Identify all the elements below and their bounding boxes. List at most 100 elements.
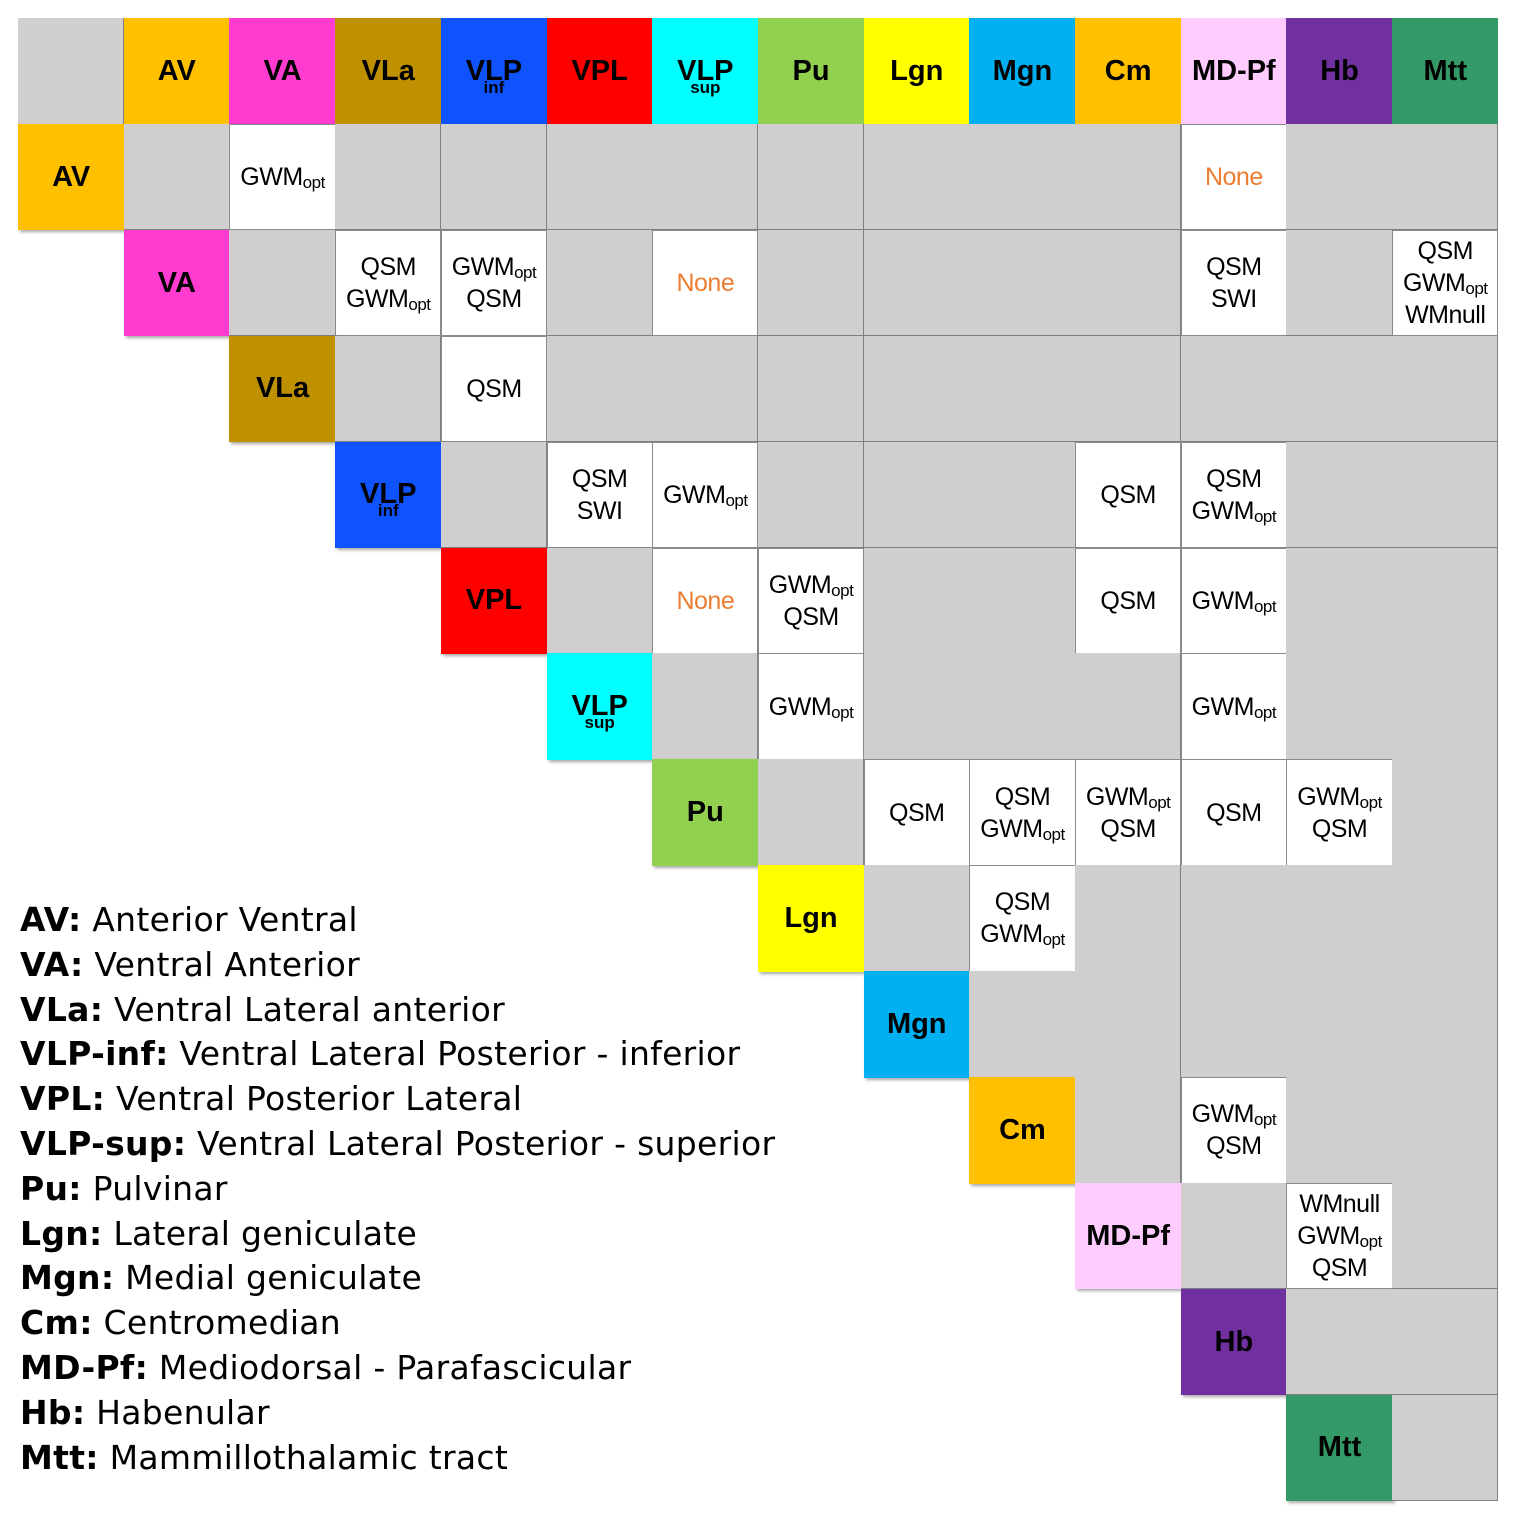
legend-abbreviation: Mgn:	[20, 1258, 115, 1298]
contrast-name: GWM	[451, 253, 515, 282]
contrast-cell-vlpinf-vpl: QSM SWI	[546, 441, 653, 549]
empty-cell	[863, 865, 970, 972]
empty-cell	[652, 123, 759, 231]
column-header-va: VA	[229, 18, 336, 125]
empty-cell	[863, 123, 970, 231]
contrast-line: WMnull	[1405, 299, 1486, 331]
contrast-name: QSM	[1100, 480, 1156, 509]
empty-cell	[652, 653, 759, 760]
empty-cell	[1075, 335, 1182, 443]
row-header-av: AV	[18, 123, 125, 231]
contrast-line: SWI	[1211, 283, 1257, 315]
legend-row: Lgn: Lateral geniculate	[20, 1212, 820, 1257]
contrast-cell-md-pf-hb: WMnull GWMopt QSM	[1286, 1182, 1393, 1290]
contrast-name: QSM	[1206, 253, 1262, 282]
contrast-name: SWI	[1210, 285, 1257, 314]
legend-description: Ventral Anterior	[83, 944, 360, 984]
legend-abbreviation: VLa:	[20, 989, 104, 1029]
contrast-line: QSM	[1100, 479, 1156, 511]
nucleus-label: Pu	[686, 796, 724, 829]
contrast-line: None	[676, 267, 734, 299]
row-header-hb: Hb	[1180, 1288, 1287, 1396]
contrast-line: GWMopt	[769, 691, 854, 723]
contrast-name: QSM	[466, 285, 522, 314]
legend-row: VLP-inf: Ventral Lateral Posterior - inf…	[20, 1032, 820, 1077]
contrast-name: SWI	[576, 496, 623, 525]
contrast-cell-cm-md-pf: GWMopt QSM	[1180, 1077, 1287, 1184]
empty-cell	[1075, 123, 1182, 231]
contrast-line: QSM	[1312, 813, 1368, 845]
contrast-name: GWM	[1085, 782, 1149, 811]
legend: AV: Anterior Ventral VA: Ventral Anterior…	[20, 898, 820, 1480]
contrast-name: QSM	[1206, 464, 1262, 493]
contrast-line: QSM	[1100, 585, 1156, 617]
contrast-line: GWMopt	[1192, 585, 1277, 617]
empty-cell	[546, 547, 653, 654]
empty-cell	[1180, 971, 1287, 1078]
empty-cell	[757, 229, 865, 337]
column-header-av: AV	[123, 18, 230, 125]
column-header-vpl: VPL	[546, 18, 653, 125]
contrast-line: GWMopt	[1297, 1220, 1382, 1252]
empty-cell	[546, 229, 653, 337]
legend-description: Habenular	[85, 1392, 270, 1432]
nucleus-label: Mtt	[1423, 54, 1467, 87]
legend-description: Lateral geniculate	[102, 1213, 418, 1253]
contrast-cell-va-vlpsup: None	[652, 229, 759, 337]
contrast-cell-vlpsup-pu: GWMopt	[757, 653, 865, 760]
contrast-name: QSM	[994, 888, 1051, 917]
contrast-cell-vlpinf-vlpsup: GWMopt	[652, 441, 759, 549]
contrast-subscript: opt	[1253, 702, 1277, 722]
contrast-name: GWM	[1297, 1222, 1360, 1251]
empty-cell	[1286, 865, 1393, 972]
column-header-vlpinf: VLP inf	[440, 18, 548, 125]
column-header-hb: Hb	[1286, 18, 1393, 125]
nucleus-label: VLP	[571, 690, 628, 723]
contrast-name: QSM	[360, 253, 417, 282]
empty-cell	[335, 123, 442, 231]
row-header-vlpinf: VLP inf	[335, 441, 442, 549]
contrast-subscript: opt	[1148, 792, 1171, 812]
contrast-name: QSM	[783, 602, 839, 631]
contrast-name: GWM	[663, 480, 726, 509]
empty-cell	[546, 335, 653, 443]
contrast-cell-pu-hb: GWMopt QSM	[1286, 759, 1393, 866]
legend-abbreviation: MD-Pf:	[20, 1347, 149, 1387]
contrast-name: GWM	[1191, 692, 1255, 721]
nucleus-label: VLa	[255, 372, 310, 405]
legend-description: Ventral Lateral Posterior - superior	[186, 1123, 776, 1163]
contrast-name: QSM	[571, 464, 628, 493]
contrast-line: GWMopt	[1297, 781, 1382, 813]
empty-cell	[1286, 971, 1393, 1078]
contrast-subscript: opt	[1042, 930, 1066, 950]
contrast-line: GWMopt	[1192, 495, 1277, 527]
column-header-md-pf: MD-Pf	[1180, 18, 1287, 125]
legend-row: MD-Pf: Mediodorsal - Parafascicular	[20, 1346, 820, 1391]
contrast-name: None	[1204, 163, 1263, 192]
contrast-name: GWM	[345, 285, 409, 314]
empty-cell	[863, 441, 970, 549]
empty-cell	[1392, 547, 1499, 654]
contrast-line: QSM	[1418, 235, 1474, 267]
contrast-line: GWMopt	[769, 569, 854, 601]
contrast-cell-va-mtt: QSM GWMopt WMnull	[1392, 229, 1499, 337]
contrast-name: None	[676, 269, 735, 298]
legend-row: Mtt: Mammillothalamic tract	[20, 1436, 820, 1481]
contrast-line: None	[1205, 161, 1263, 193]
empty-cell	[757, 441, 865, 549]
contrast-cell-vlpinf-md-pf: QSM GWMopt	[1180, 441, 1287, 549]
empty-cell	[969, 335, 1076, 443]
empty-cell	[969, 971, 1076, 1078]
empty-cell	[863, 547, 970, 654]
empty-cell	[863, 229, 970, 337]
empty-cell	[1075, 971, 1182, 1078]
contrast-name: QSM	[1100, 586, 1156, 615]
column-header-cm: Cm	[1075, 18, 1182, 125]
contrast-line: GWMopt	[240, 161, 325, 193]
column-header-mgn: Mgn	[969, 18, 1076, 125]
contrast-name: WMnull	[1299, 1190, 1380, 1219]
row-header-mtt: Mtt	[1286, 1394, 1393, 1502]
contrast-line: QSM	[1100, 813, 1156, 845]
contrast-name: GWM	[1191, 1100, 1255, 1129]
